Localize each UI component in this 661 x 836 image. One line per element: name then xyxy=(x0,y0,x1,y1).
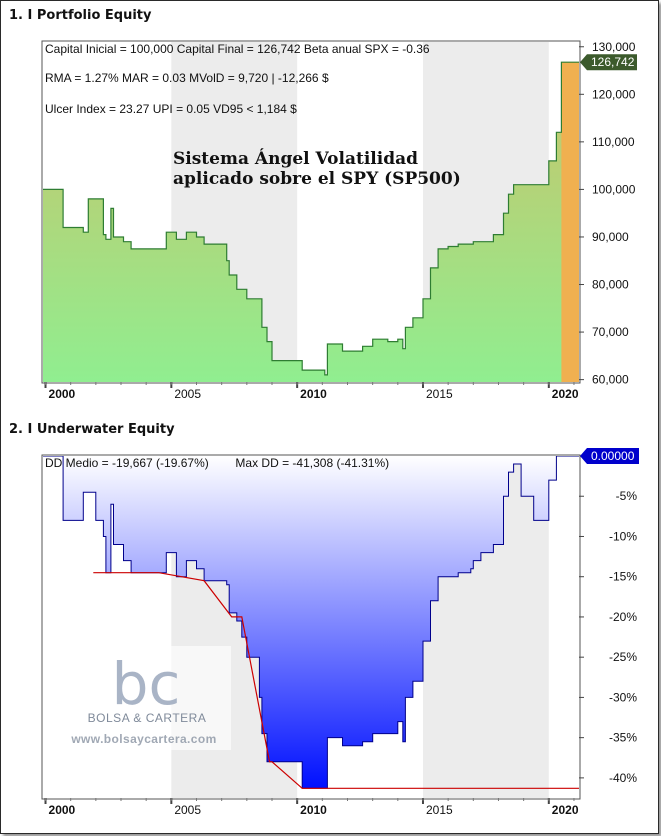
y-tick-label: 80,000 xyxy=(592,278,629,292)
y-tick-label: 110,000 xyxy=(592,135,635,149)
x-tick-label: 2010 xyxy=(300,803,327,817)
x-tick-label: 2000 xyxy=(49,387,76,401)
last-value-marker: 0.00000 xyxy=(580,448,639,464)
y-tick-label: 70,000 xyxy=(592,325,629,339)
x-tick-label: 2015 xyxy=(426,803,453,817)
watermark: bc BOLSA & CARTERA www.bolsaycartera.com xyxy=(63,646,231,750)
x-tick-label: 2020 xyxy=(552,803,579,817)
watermark-name: BOLSA & CARTERA xyxy=(88,711,207,725)
last-value-marker: 126,742 xyxy=(580,54,637,71)
panel1-title: 1. I Portfolio Equity xyxy=(9,8,152,23)
x-tick-label: 2005 xyxy=(174,803,201,817)
watermark-logo: bc xyxy=(112,650,181,718)
last-value-label: 126,742 xyxy=(591,55,635,69)
stat-line-1: Capital Inicial = 100,000 Capital Final … xyxy=(45,42,430,56)
x-tick-label: 2005 xyxy=(174,387,201,401)
last-value-label: 0.00000 xyxy=(591,449,635,463)
underwater-area xyxy=(43,456,579,789)
y-tick-label: -40% xyxy=(609,771,637,785)
underwater-chart: bc BOLSA & CARTERA www.bolsaycartera.com… xyxy=(41,448,639,817)
stat-line-3: Ulcer Index = 23.27 UPI = 0.05 VD95 < 1,… xyxy=(45,102,297,116)
y-tick-label: -35% xyxy=(609,731,637,745)
underwater-stats: DD Medio = -19,667 (-19.67%) Max DD = -4… xyxy=(45,456,389,470)
x-tick-label: 2015 xyxy=(426,387,453,401)
max-dd-line xyxy=(93,572,579,789)
panel2-title: 2. I Underwater Equity xyxy=(9,422,175,437)
y-tick-label: 100,000 xyxy=(592,182,636,196)
equity-last-segment xyxy=(561,62,579,382)
y-tick-label: -20% xyxy=(609,610,637,624)
x-tick-label: 2000 xyxy=(49,803,76,817)
annotation-line-1: Sistema Ángel Volatilidad xyxy=(173,148,418,169)
y-tick-label: -30% xyxy=(609,690,637,704)
equity-chart: 2000 2005 2010 2015 2020 130,000 120,000 110,0… xyxy=(41,40,637,401)
y-tick-label: -5% xyxy=(616,489,638,503)
y-tick-label: -15% xyxy=(609,570,637,584)
watermark-url: www.bolsaycartera.com xyxy=(70,732,216,746)
annotation-line-2: aplicado sobre el SPY (SP500) xyxy=(173,169,461,189)
y-tick-label: 90,000 xyxy=(592,230,629,244)
y-tick-label: 60,000 xyxy=(592,373,629,387)
equity-line xyxy=(43,61,579,376)
y-tick-label: 130,000 xyxy=(592,40,636,54)
equity-area xyxy=(43,62,579,382)
stat-line-2: RMA = 1.27% MAR = 0.03 MVolD = 9,720 | -… xyxy=(45,71,329,85)
x-tick-label: 2010 xyxy=(300,387,327,401)
y-tick-label: -10% xyxy=(609,529,637,543)
y-tick-label: -25% xyxy=(609,650,637,664)
x-tick-label: 2020 xyxy=(552,387,579,401)
y-tick-label: 120,000 xyxy=(592,87,636,101)
